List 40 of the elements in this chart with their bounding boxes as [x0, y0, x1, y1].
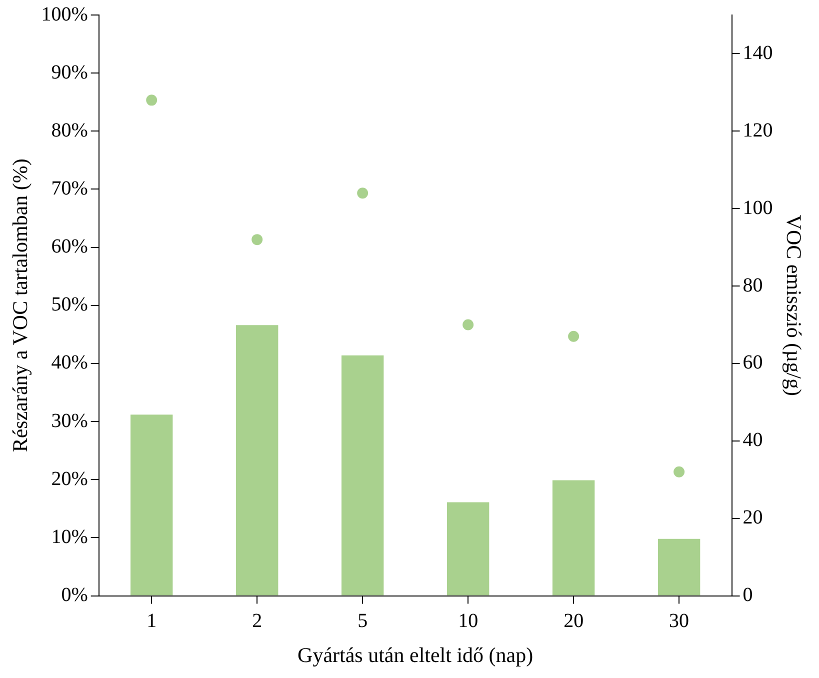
- y-tick-label: 30%: [51, 410, 88, 432]
- y2-axis-title: VOC emisszió (µg/g): [782, 214, 806, 396]
- x-tick-label: 20: [564, 610, 584, 632]
- bar: [341, 355, 384, 596]
- y-tick-label: 100%: [41, 3, 88, 26]
- point: [252, 234, 263, 246]
- bar: [236, 325, 278, 596]
- y-tick-label: 10%: [51, 526, 88, 548]
- x-axis-title: Gyártás után eltelt idő (nap): [298, 642, 534, 667]
- y2-tick-label: 20: [742, 506, 763, 529]
- point: [146, 94, 158, 106]
- bar: [552, 480, 595, 596]
- y-tick-label: 80%: [51, 119, 88, 142]
- x-tick-label: 1: [146, 610, 157, 632]
- y-tick-label: 70%: [51, 177, 88, 200]
- y-axis-title: Részarány a VOC tartalomban (%): [8, 158, 32, 452]
- bar: [446, 502, 490, 596]
- bar: [658, 538, 700, 596]
- y2-tick-label: 0: [742, 584, 753, 606]
- x-tick-label: 10: [458, 610, 478, 632]
- y2-tick-label: 40: [742, 429, 763, 452]
- y-tick-label: 0%: [61, 584, 88, 606]
- point: [568, 330, 580, 342]
- y2-tick-label: 140: [742, 42, 773, 64]
- x-tick-label: 30: [669, 610, 690, 632]
- y2-tick-label: 100: [742, 196, 773, 219]
- y2-tick-label: 80: [742, 274, 763, 296]
- point: [674, 466, 685, 478]
- y-tick-label: 60%: [51, 236, 88, 258]
- y2-tick-label: 120: [742, 119, 773, 142]
- y-tick-label: 20%: [51, 468, 88, 490]
- y2-tick-label: 60: [742, 352, 763, 374]
- bar: [130, 414, 173, 596]
- x-tick-label: 5: [358, 610, 368, 632]
- x-tick-label: 2: [252, 610, 262, 632]
- y-tick-label: 50%: [51, 294, 88, 316]
- point: [357, 188, 368, 199]
- y-tick-label: 90%: [51, 61, 88, 84]
- y-tick-label: 40%: [51, 352, 88, 374]
- point: [462, 319, 474, 330]
